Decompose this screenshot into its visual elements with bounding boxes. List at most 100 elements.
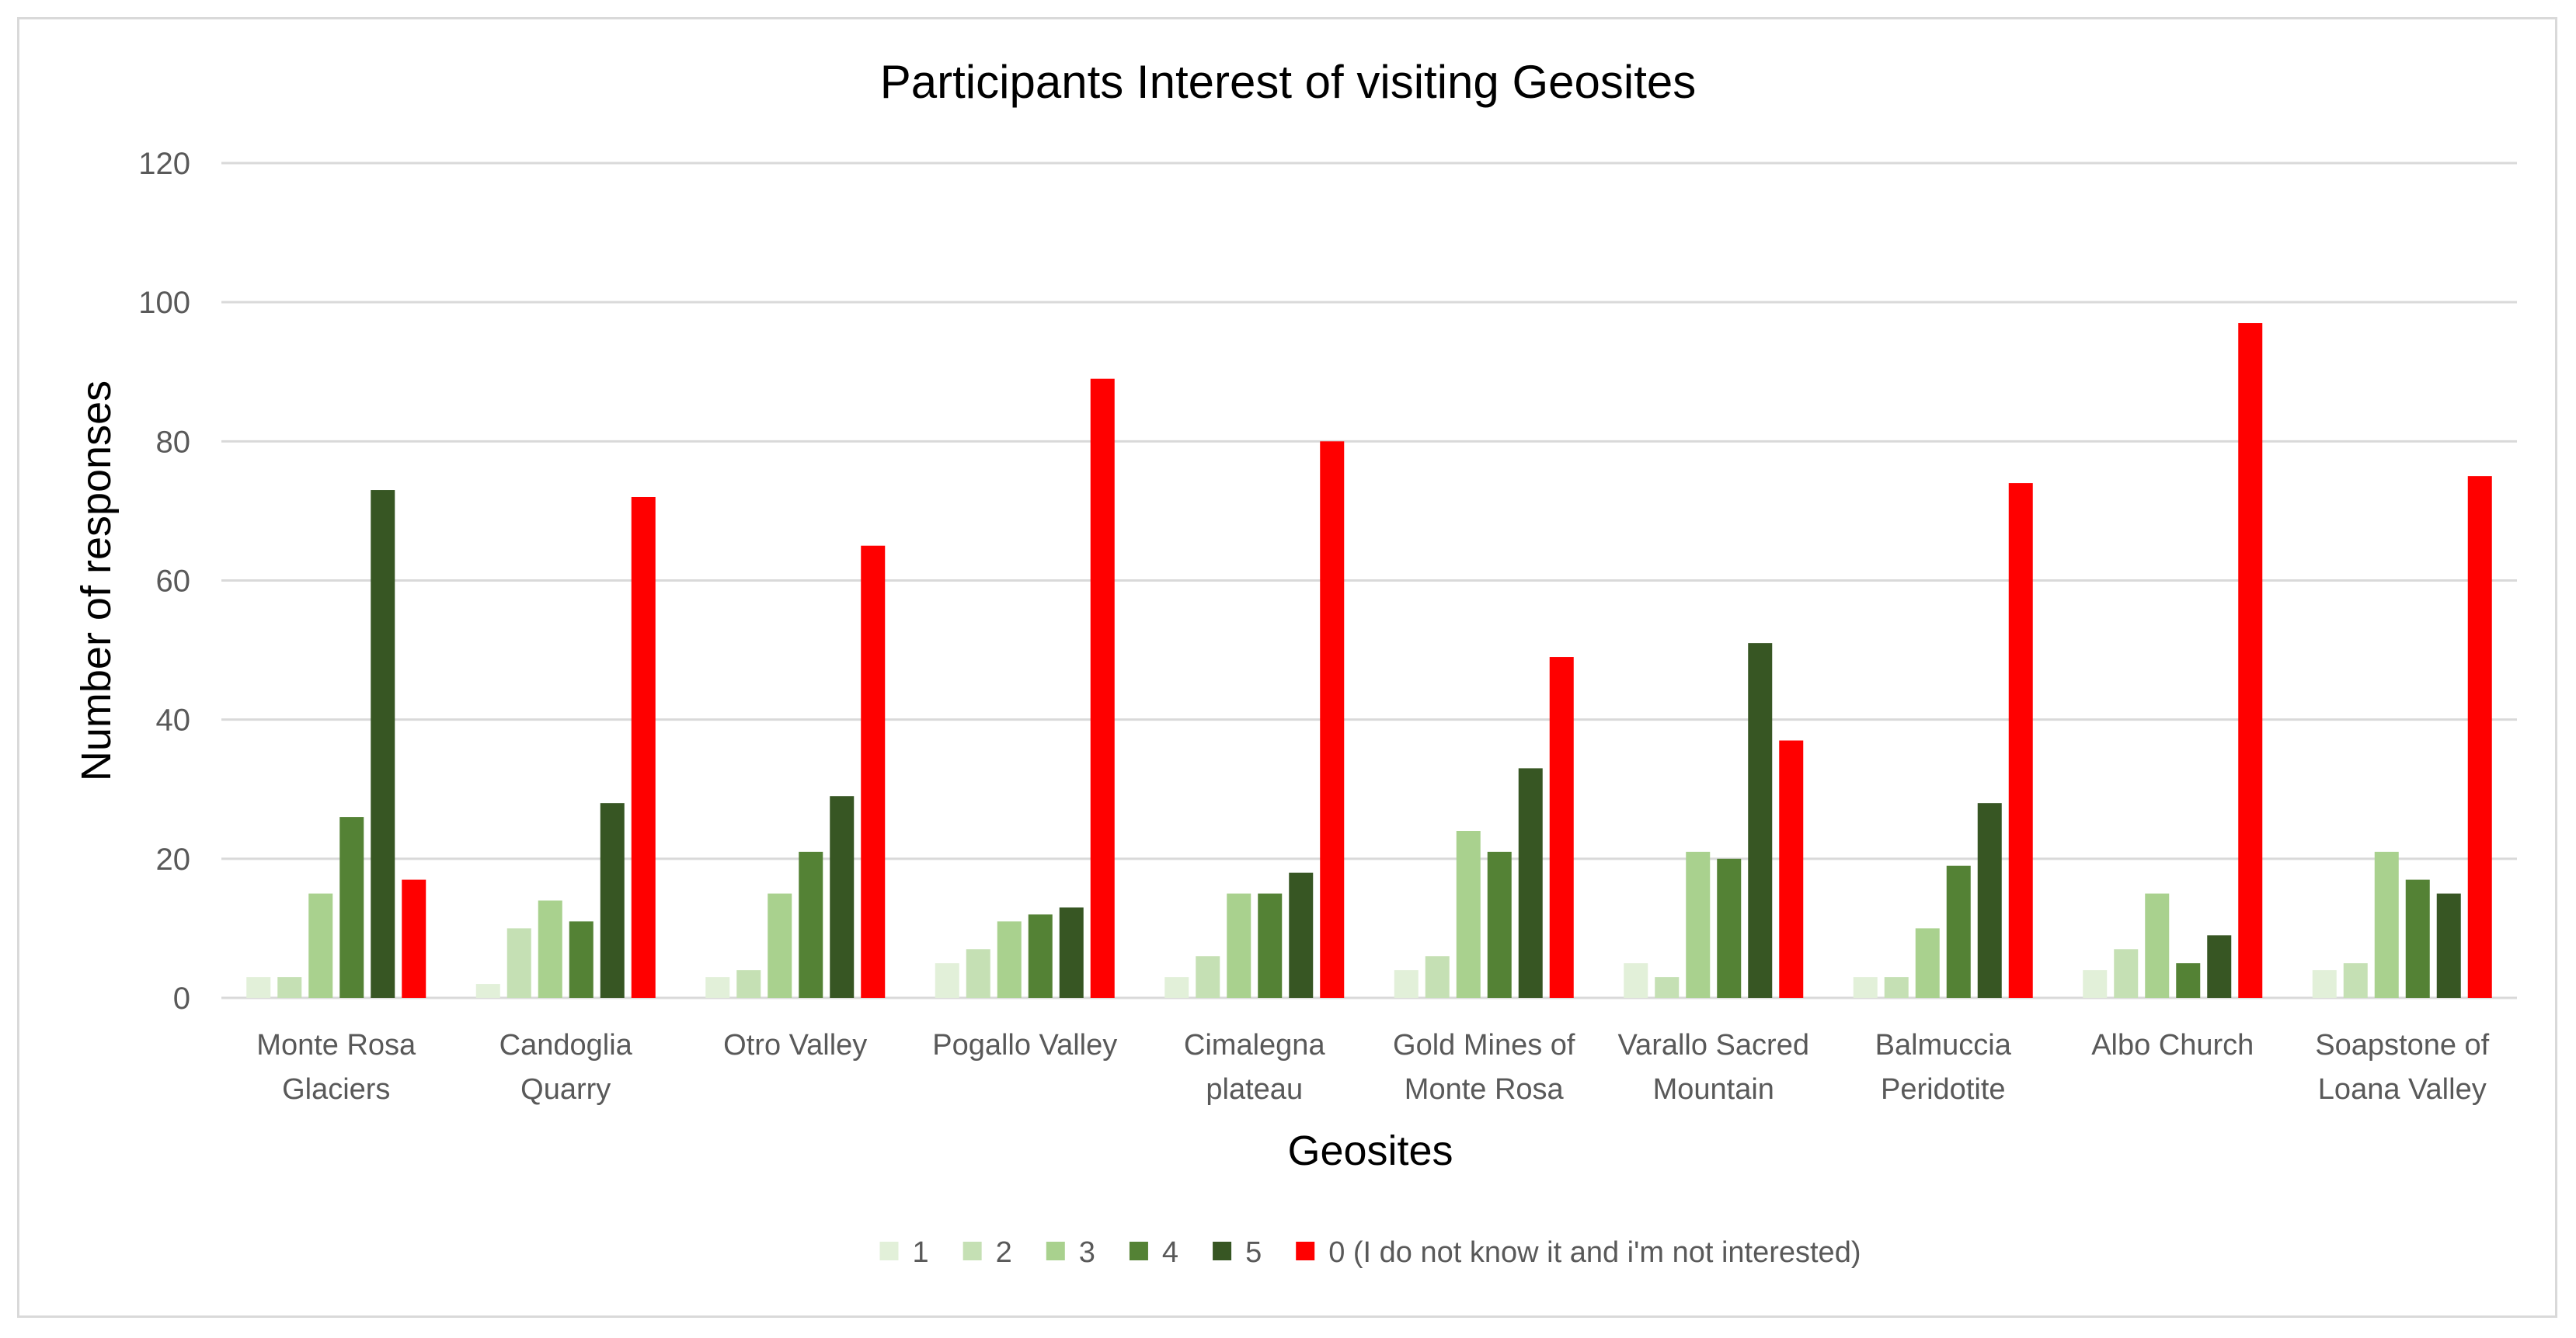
bar (475, 984, 500, 998)
bar (1320, 441, 1345, 998)
bar (402, 879, 426, 998)
y-axis-ticks: 0 20 40 60 80 100 120 (138, 147, 190, 1016)
legend-label: 2 (996, 1236, 1012, 1269)
bar (1394, 970, 1419, 998)
bar (1227, 893, 1251, 998)
bar (1487, 851, 1512, 998)
bar (1090, 378, 1115, 998)
legend-label: 5 (1245, 1236, 1262, 1269)
x-tick-label: Cimalegna (1184, 1029, 1326, 1062)
chart-frame (17, 17, 2557, 1318)
legend: 1 2 3 4 5 0 (I do not know it and i'm not int… (879, 1236, 1861, 1269)
x-tick-label: Balmuccia (1875, 1029, 2012, 1062)
bar (1518, 768, 1543, 998)
bar (569, 921, 594, 998)
bar (600, 803, 625, 998)
bar (997, 921, 1022, 998)
bar (2374, 851, 2399, 998)
legend-label: 4 (1162, 1236, 1178, 1269)
bar (2008, 483, 2033, 998)
bar (2176, 963, 2201, 998)
x-tick-label: Peridotite (1881, 1073, 2006, 1106)
x-tick-label: Glaciers (282, 1073, 390, 1106)
bar (1977, 803, 2002, 998)
legend-swatch (963, 1242, 982, 1260)
bar (736, 970, 761, 998)
x-tick-label: Loana Valley (2318, 1073, 2487, 1106)
x-tick-label: plateau (1206, 1073, 1303, 1106)
x-tick-label: Monte Rosa (1405, 1073, 1565, 1106)
bar (1655, 977, 1680, 998)
bar (631, 497, 656, 998)
bar (768, 893, 792, 998)
bar (861, 545, 886, 998)
legend-swatch (1296, 1242, 1315, 1260)
bar (2343, 963, 2368, 998)
bar (1946, 865, 1971, 998)
bar (935, 963, 959, 998)
x-tick-label: Otro Valley (723, 1029, 867, 1062)
bar (1686, 851, 1711, 998)
legend-swatch (1129, 1242, 1148, 1260)
y-tick-label: 120 (138, 147, 190, 181)
bar (1549, 657, 1574, 998)
x-tick-label: Soapstone of (2315, 1029, 2489, 1062)
bar (799, 851, 823, 998)
y-tick-label: 20 (156, 843, 191, 877)
bar (1915, 928, 1940, 998)
bar (1624, 963, 1648, 998)
bar (966, 949, 990, 998)
x-tick-label: Albo Church (2091, 1029, 2254, 1062)
gridlines (221, 162, 2517, 999)
x-tick-label: Mountain (1653, 1073, 1774, 1106)
legend-label: 1 (913, 1236, 929, 1269)
bar (1164, 977, 1189, 998)
bar (1196, 956, 1220, 998)
bar (1425, 956, 1450, 998)
bar (1853, 977, 1878, 998)
chart-title: Participants Interest of visiting Geosit… (880, 56, 1696, 108)
bar (830, 796, 855, 998)
bar (1779, 740, 1804, 998)
bar (2083, 970, 2108, 998)
bar (2207, 935, 2232, 998)
x-tick-label: Quarry (520, 1073, 611, 1106)
bar (277, 977, 302, 998)
bar (2145, 893, 2170, 998)
bar (2436, 893, 2461, 998)
bar (2238, 323, 2263, 999)
x-tick-label: Monte Rosa (256, 1029, 416, 1062)
bar (1748, 643, 1773, 998)
bar (2312, 970, 2337, 998)
legend-swatch (879, 1242, 899, 1260)
x-tick-label: Pogallo Valley (932, 1029, 1117, 1062)
legend-swatch (1046, 1242, 1065, 1260)
y-tick-label: 0 (173, 982, 190, 1016)
bar (339, 817, 364, 998)
bar (1717, 858, 1742, 998)
y-tick-label: 60 (156, 565, 191, 599)
x-tick-label: Gold Mines of (1393, 1029, 1575, 1062)
y-tick-label: 80 (156, 425, 191, 459)
bars (246, 323, 2492, 999)
bar (1059, 907, 1084, 998)
bar (371, 490, 395, 998)
legend-label: 0 (I do not know it and i'm not interest… (1328, 1236, 1861, 1269)
bar (1884, 977, 1909, 998)
bar (506, 928, 531, 998)
x-axis-categories: Monte Rosa Glaciers Candoglia Quarry Otro Va… (256, 1029, 2489, 1106)
bar (705, 977, 730, 998)
y-axis-title: Number of responses (73, 381, 120, 781)
legend-swatch (1213, 1242, 1232, 1260)
bar (2114, 949, 2139, 998)
bar (2467, 476, 2492, 998)
bar (1289, 872, 1314, 998)
bar (2405, 879, 2430, 998)
bar (1456, 831, 1481, 998)
y-tick-label: 40 (156, 704, 191, 738)
x-axis-title: Geosites (1287, 1128, 1453, 1174)
bar (246, 977, 271, 998)
bar (1258, 893, 1283, 998)
x-tick-label: Candoglia (500, 1029, 633, 1062)
